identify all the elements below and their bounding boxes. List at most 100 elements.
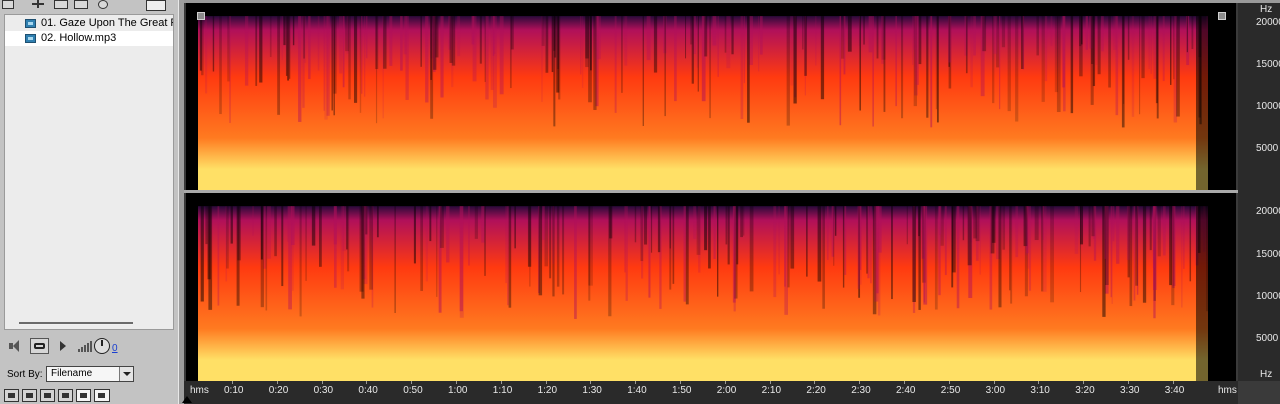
time-tick-label: 1:10 <box>492 385 513 396</box>
file-name: 02. Hollow.mp3 <box>41 32 117 44</box>
time-end-label: hms <box>1218 385 1237 396</box>
sort-by-label: Sort By: <box>7 369 43 380</box>
chevron-down-icon[interactable] <box>119 367 133 381</box>
panel-splitter[interactable] <box>178 0 184 404</box>
cd-icon[interactable] <box>98 0 108 9</box>
time-tick <box>724 381 726 384</box>
frequency-axis-left: Hz 20000 15000 10000 5000 <box>1238 3 1280 190</box>
time-tick-label: 0:10 <box>224 385 244 396</box>
time-tick-label: 1:50 <box>672 385 692 396</box>
time-tick-label: 2:40 <box>896 385 916 396</box>
audio-file-icon <box>25 34 36 43</box>
time-tick-label: 1:20 <box>537 385 558 396</box>
bottom-toolbar <box>0 387 178 404</box>
time-tick-label: 2:10 <box>761 385 782 396</box>
edit-icon[interactable] <box>54 0 68 9</box>
filter-icon[interactable] <box>76 389 91 402</box>
link-icon[interactable] <box>94 389 110 402</box>
freq-tick-label: 5000 <box>1256 143 1279 154</box>
spectrogram-right <box>186 193 1236 381</box>
sort-by-select[interactable]: Filename <box>46 366 134 382</box>
loop-button[interactable] <box>30 338 49 354</box>
time-tick <box>769 381 771 384</box>
time-tick <box>456 381 457 384</box>
time-tick-label: 2:20 <box>806 385 826 396</box>
time-tick-label: 2:00 <box>716 385 737 396</box>
time-tick <box>232 381 233 384</box>
time-tick <box>814 381 816 384</box>
freq-tick-label: 10000 <box>1256 101 1280 112</box>
file-list-item-selected[interactable]: 02. Hollow.mp3 <box>5 31 173 46</box>
freq-tick-label: 10000 <box>1256 291 1280 302</box>
zoom-corner-right-icon[interactable] <box>1218 12 1226 20</box>
file-list-item[interactable]: 01. Gaze Upon The Great Pale S <box>5 16 173 31</box>
play-button[interactable] <box>58 338 68 354</box>
time-tick <box>904 381 905 384</box>
speaker-icon[interactable] <box>8 338 22 354</box>
time-tick-label: 0:50 <box>403 385 423 396</box>
file-list: 01. Gaze Upon The Great Pale S 02. Hollo… <box>4 14 174 330</box>
time-tick <box>859 381 861 384</box>
sort-by-value: Filename <box>51 368 93 379</box>
time-tick-label: 2:50 <box>940 385 961 396</box>
volume-level-icon <box>78 338 92 354</box>
horizontal-scrollbar[interactable] <box>19 322 133 325</box>
time-tick-label: 1:30 <box>582 385 602 396</box>
zoom-corner-left-icon[interactable] <box>197 12 205 20</box>
time-tick <box>948 381 950 384</box>
spectrogram-channel-left[interactable] <box>186 3 1236 190</box>
batch-icon[interactable] <box>74 0 88 9</box>
channel-divider <box>184 190 1238 193</box>
time-tick-label: 3:10 <box>1030 385 1050 396</box>
time-tick <box>590 381 592 384</box>
loop-icon[interactable] <box>40 389 55 402</box>
time-tick <box>1038 381 1040 384</box>
audio-file-icon <box>25 19 36 28</box>
playhead-marker[interactable] <box>182 396 192 403</box>
time-tick <box>1128 381 1129 384</box>
open-file-icon[interactable] <box>2 0 14 9</box>
view-toggle-icon[interactable] <box>146 0 166 11</box>
time-tick-label: 0:40 <box>358 385 378 396</box>
left-panel: 01. Gaze Upon The Great Pale S 02. Hollo… <box>0 0 178 404</box>
time-tick-label: 0:20 <box>268 385 289 396</box>
time-tick-label: 2:30 <box>851 385 871 396</box>
spectrogram-left <box>186 3 1236 190</box>
file-toolbar <box>0 0 178 12</box>
time-tick-label: 0:30 <box>313 385 334 396</box>
time-tick <box>1083 381 1085 384</box>
transport-bar <box>0 336 178 358</box>
time-tick <box>635 381 637 384</box>
spectral-display[interactable]: Hz 20000 15000 10000 5000 20000 15000 10… <box>182 0 1280 404</box>
time-tick-label: 3:00 <box>985 385 1006 396</box>
cut-icon[interactable] <box>30 0 46 9</box>
freq-tick-label: 15000 <box>1256 249 1280 260</box>
time-tick <box>500 381 502 384</box>
freq-tick-label: 20000 <box>1256 17 1280 28</box>
time-ruler[interactable]: hms 0:10 0:20 0:30 0:40 0:50 1:00 1:10 1:20 1:30 1… <box>184 381 1238 404</box>
volume-value-link[interactable]: 0 <box>112 343 118 354</box>
time-unit-label: hms <box>190 385 209 396</box>
frequency-axis-right: 20000 15000 10000 5000 Hz <box>1238 190 1280 381</box>
display-top-border <box>184 0 1280 3</box>
autoplay-icon[interactable] <box>22 389 37 402</box>
sort-row: Sort By: Filename <box>0 364 178 384</box>
time-tick <box>276 381 278 384</box>
time-tick-label: 3:30 <box>1120 385 1140 396</box>
freq-unit-label: Hz <box>1260 369 1273 380</box>
time-tick <box>321 381 323 384</box>
time-tick <box>993 381 995 384</box>
freq-tick-label: 20000 <box>1256 206 1280 217</box>
volume-knob[interactable] <box>94 338 110 354</box>
freq-tick-label: 15000 <box>1256 59 1280 70</box>
freq-unit-label: Hz <box>1260 4 1273 15</box>
note-icon[interactable] <box>58 389 73 402</box>
spectrogram-channel-right[interactable] <box>186 193 1236 381</box>
time-tick-label: 3:20 <box>1075 385 1095 396</box>
time-tick <box>366 381 368 384</box>
time-tick-label: 1:00 <box>448 385 468 396</box>
time-tick-label: 3:40 <box>1164 385 1185 396</box>
time-tick <box>680 381 681 384</box>
insert-icon[interactable] <box>4 389 19 402</box>
time-tick <box>1172 381 1174 384</box>
